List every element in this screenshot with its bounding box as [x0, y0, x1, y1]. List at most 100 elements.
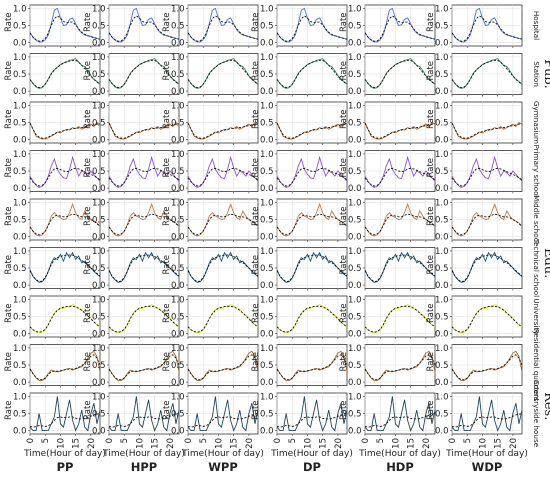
y-tick-label: 0.5	[435, 167, 449, 177]
fitted-series-line	[364, 254, 436, 283]
fitted-series-line	[451, 122, 523, 139]
y-tick-label: 0.0	[348, 233, 362, 243]
y-tick-label: 0.5	[92, 410, 106, 420]
y-tick-label: 0.5	[260, 119, 274, 129]
y-tick-label: 0.0	[435, 136, 449, 146]
y-tick-label: 0.5	[260, 410, 274, 420]
x-tick-label: 20	[166, 438, 176, 449]
y-tick-label: 0.0	[171, 281, 185, 291]
y-tick-label: 0.0	[171, 233, 185, 243]
fitted-series-line	[451, 305, 523, 333]
y-tick-label: 0.0	[348, 87, 362, 97]
x-tick-label: 10	[56, 438, 66, 449]
y-tick-label: 0.5	[13, 313, 27, 323]
y-tick-label: 0.0	[260, 87, 274, 97]
fitted-series-line	[451, 213, 523, 236]
x-tick-label: 15	[407, 438, 417, 449]
y-tick-label: 0.5	[92, 313, 106, 323]
y-tick-label: 1.0	[171, 344, 185, 354]
fitted-series-line	[276, 122, 348, 139]
actual-series-line	[451, 304, 523, 334]
y-tick-label: 1.0	[435, 101, 449, 111]
actual-series-line	[276, 121, 348, 140]
y-tick-label: 0.5	[348, 70, 362, 80]
y-tick-label: 1.0	[171, 4, 185, 14]
fitted-series-line	[187, 15, 259, 42]
y-tick-label: 1.0	[13, 53, 27, 63]
y-tick-label: 0.5	[13, 216, 27, 226]
y-tick-label: 0.5	[348, 119, 362, 129]
x-tick-label: 15	[319, 438, 329, 449]
y-tick-label: 0.0	[13, 427, 27, 437]
actual-series-line	[187, 396, 259, 432]
y-axis-label: Rate	[251, 109, 261, 129]
y-tick-label: 0.5	[260, 216, 274, 226]
actual-series-line	[187, 155, 259, 188]
fitted-series-line	[276, 354, 348, 381]
x-tick-label: 15	[494, 438, 504, 449]
y-tick-label: 1.0	[435, 295, 449, 305]
column-label: WPP	[208, 460, 238, 473]
y-axis-label: Rate	[162, 400, 172, 420]
y-axis-label: Rate	[426, 109, 436, 129]
actual-series-line	[451, 202, 523, 237]
y-tick-label: 1.0	[348, 53, 362, 63]
row-label: Gymnasium	[532, 101, 541, 144]
fitted-series-line	[276, 167, 348, 187]
y-tick-label: 0.5	[13, 119, 27, 129]
fitted-series-line	[451, 254, 523, 283]
y-tick-label: 0.5	[13, 70, 27, 80]
fitted-series-line	[364, 413, 436, 428]
y-tick-label: 0.5	[260, 361, 274, 371]
actual-series-line	[108, 396, 180, 432]
fitted-series-line	[364, 354, 436, 381]
y-tick-label: 0.0	[435, 281, 449, 291]
y-tick-label: 0.5	[171, 119, 185, 129]
y-tick-label: 0.0	[171, 184, 185, 194]
y-tick-label: 0.5	[171, 361, 185, 371]
fitted-series-line	[108, 167, 180, 187]
group-label: Pub.	[541, 59, 550, 89]
actual-series-line	[187, 121, 259, 140]
row-label: Middle school	[532, 195, 541, 244]
y-tick-label: 0.0	[13, 378, 27, 388]
y-tick-label: 0.0	[260, 378, 274, 388]
y-tick-label: 0.0	[435, 427, 449, 437]
y-axis-label: Rate	[83, 61, 93, 81]
y-tick-label: 1.0	[92, 344, 106, 354]
y-tick-label: 1.0	[171, 53, 185, 63]
y-axis-label: Rate	[339, 206, 349, 226]
x-tick-label: 5	[463, 438, 473, 443]
fitted-series-line	[187, 354, 259, 381]
fitted-series-line	[364, 305, 436, 333]
row-label: Station	[532, 61, 541, 87]
fitted-series-line	[187, 254, 259, 283]
y-tick-label: 0.5	[13, 22, 27, 32]
y-tick-label: 0.0	[348, 427, 362, 437]
fitted-series-line	[187, 122, 259, 139]
actual-series-line	[276, 396, 348, 432]
y-tick-label: 0.0	[92, 233, 106, 243]
y-axis-label: Rate	[4, 303, 14, 323]
y-axis-label: Rate	[83, 303, 93, 323]
actual-series-line	[364, 121, 436, 140]
actual-series-line	[187, 304, 259, 334]
x-axis-label: Time(Hour of day)	[445, 449, 528, 459]
y-tick-label: 0.0	[260, 330, 274, 340]
y-tick-label: 1.0	[260, 344, 274, 354]
y-tick-label: 0.5	[260, 167, 274, 177]
y-tick-label: 0.0	[13, 330, 27, 340]
y-tick-label: 0.5	[92, 119, 106, 129]
y-tick-label: 0.5	[260, 264, 274, 274]
x-tick-label: 20	[509, 438, 519, 449]
y-axis-label: Rate	[339, 109, 349, 129]
y-tick-label: 1.0	[260, 53, 274, 63]
y-tick-label: 1.0	[171, 295, 185, 305]
row-label: Technical school	[532, 238, 541, 297]
y-axis-label: Rate	[339, 303, 349, 323]
fitted-series-line	[29, 213, 101, 236]
y-tick-label: 1.0	[13, 198, 27, 208]
y-tick-label: 0.5	[348, 22, 362, 32]
